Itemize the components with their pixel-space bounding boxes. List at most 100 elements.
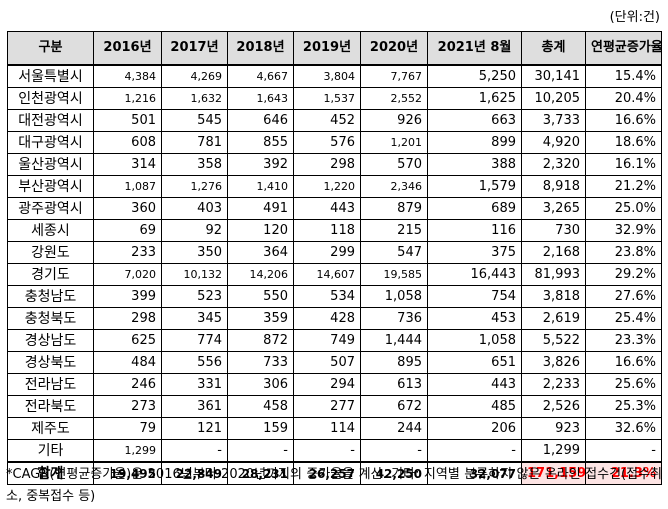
table-row: 세종시 69 92 120 118 215 116 730 32.9% xyxy=(7,219,662,242)
column-header: 2018년 xyxy=(227,31,294,66)
value-cell: 879 xyxy=(360,197,428,220)
value-cell: 1,632 xyxy=(161,87,228,110)
column-header: 2016년 xyxy=(93,31,162,66)
value-cell: 15.4% xyxy=(585,64,662,88)
table-row: 경상북도 484 556 733 507 895 651 3,826 16.6% xyxy=(7,351,662,374)
value-cell: 855 xyxy=(227,131,294,154)
value-cell: 733 xyxy=(227,351,294,374)
table-row: 경상남도 625 774 872 749 1,444 1,058 5,522 23.3% xyxy=(7,329,662,352)
table-row: 제주도 79 121 159 114 244 206 923 32.6% xyxy=(7,417,662,440)
value-cell: 781 xyxy=(161,131,228,154)
value-cell: 92 xyxy=(161,219,228,242)
value-cell: 547 xyxy=(360,241,428,264)
value-cell: 576 xyxy=(293,131,361,154)
value-cell: 388 xyxy=(427,153,522,176)
value-cell: 23.8% xyxy=(585,241,662,264)
region-cell: 전라북도 xyxy=(7,395,94,418)
column-header: 2019년 xyxy=(293,31,361,66)
value-cell: 7,767 xyxy=(360,64,428,88)
value-cell: 754 xyxy=(427,285,522,308)
value-cell: 10,132 xyxy=(161,263,228,286)
value-cell: 16.6% xyxy=(585,351,662,374)
value-cell: 485 xyxy=(427,395,522,418)
value-cell: 1,216 xyxy=(93,87,162,110)
value-cell: 16.6% xyxy=(585,109,662,132)
value-cell: 1,643 xyxy=(227,87,294,110)
total-value-cell: 21.3% xyxy=(585,461,662,485)
total-label: 합계 xyxy=(7,461,94,485)
region-cell: 강원도 xyxy=(7,241,94,264)
value-cell: 23.3% xyxy=(585,329,662,352)
value-cell: 1,087 xyxy=(93,175,162,198)
value-cell: - xyxy=(360,439,428,463)
table-body: 서울특별시 4,384 4,269 4,667 3,804 7,767 5,250 30,14… xyxy=(7,64,662,485)
footnote: *CAGR(연평균증가율)은 2016년부터 2020년까지의 증가율을 계산.… xyxy=(6,467,662,504)
value-cell: 7,020 xyxy=(93,263,162,286)
value-cell: 672 xyxy=(360,395,428,418)
value-cell: 534 xyxy=(293,285,361,308)
value-cell: 458 xyxy=(227,395,294,418)
value-cell: 484 xyxy=(93,351,162,374)
value-cell: 16.1% xyxy=(585,153,662,176)
value-cell: 114 xyxy=(293,417,361,440)
region-cell: 경상북도 xyxy=(7,351,94,374)
value-cell: 443 xyxy=(293,197,361,220)
table-row: 서울특별시 4,384 4,269 4,667 3,804 7,767 5,250 30,14… xyxy=(7,64,662,88)
value-cell: 331 xyxy=(161,373,228,396)
region-cell: 충청북도 xyxy=(7,307,94,330)
value-cell: 273 xyxy=(93,395,162,418)
value-cell: 361 xyxy=(161,395,228,418)
value-cell: 2,526 xyxy=(521,395,586,418)
region-cell: 서울특별시 xyxy=(7,64,94,88)
value-cell: 550 xyxy=(227,285,294,308)
column-header: 구분 xyxy=(7,31,94,66)
value-cell: 30,141 xyxy=(521,64,586,88)
value-cell: 3,826 xyxy=(521,351,586,374)
value-cell: 663 xyxy=(427,109,522,132)
value-cell: 1,444 xyxy=(360,329,428,352)
value-cell: 1,579 xyxy=(427,175,522,198)
value-cell: 215 xyxy=(360,219,428,242)
value-cell: - xyxy=(293,439,361,463)
value-cell: 358 xyxy=(161,153,228,176)
value-cell: - xyxy=(585,439,662,463)
table-row: 대전광역시 501 545 646 452 926 663 3,733 16.6% xyxy=(7,109,662,132)
region-cell: 기타 xyxy=(7,439,94,463)
value-cell: 25.4% xyxy=(585,307,662,330)
table-row: 경기도 7,020 10,132 14,206 14,607 19,585 16,443 81… xyxy=(7,263,662,286)
total-value-cell: 22,849 xyxy=(161,461,228,485)
value-cell: 613 xyxy=(360,373,428,396)
value-cell: 306 xyxy=(227,373,294,396)
value-cell: 1,220 xyxy=(293,175,361,198)
value-cell: 16,443 xyxy=(427,263,522,286)
value-cell: 774 xyxy=(161,329,228,352)
table-row: 충청북도 298 345 359 428 736 453 2,619 25.4% xyxy=(7,307,662,330)
value-cell: 364 xyxy=(227,241,294,264)
value-cell: 1,410 xyxy=(227,175,294,198)
total-value-cell: 26,257 xyxy=(293,461,361,485)
value-cell: 25.3% xyxy=(585,395,662,418)
value-cell: 120 xyxy=(227,219,294,242)
value-cell: 926 xyxy=(360,109,428,132)
value-cell: 5,250 xyxy=(427,64,522,88)
value-cell: 899 xyxy=(427,131,522,154)
unit-label: (단위:건) xyxy=(609,10,660,25)
value-cell: 523 xyxy=(161,285,228,308)
table-row: 대구광역시 608 781 855 576 1,201 899 4,920 18.6% xyxy=(7,131,662,154)
value-cell: 375 xyxy=(427,241,522,264)
value-cell: 399 xyxy=(93,285,162,308)
value-cell: 79 xyxy=(93,417,162,440)
value-cell: 2,168 xyxy=(521,241,586,264)
total-value-cell: 32,077 xyxy=(427,461,522,485)
region-cell: 대전광역시 xyxy=(7,109,94,132)
value-cell: 3,818 xyxy=(521,285,586,308)
value-cell: 25.6% xyxy=(585,373,662,396)
value-cell: 4,920 xyxy=(521,131,586,154)
column-header: 연평균증가율 xyxy=(585,31,662,66)
value-cell: 501 xyxy=(93,109,162,132)
value-cell: 32.6% xyxy=(585,417,662,440)
table-row: 광주광역시 360 403 491 443 879 689 3,265 25.0% xyxy=(7,197,662,220)
value-cell: 360 xyxy=(93,197,162,220)
value-cell: 4,269 xyxy=(161,64,228,88)
value-cell: 27.6% xyxy=(585,285,662,308)
